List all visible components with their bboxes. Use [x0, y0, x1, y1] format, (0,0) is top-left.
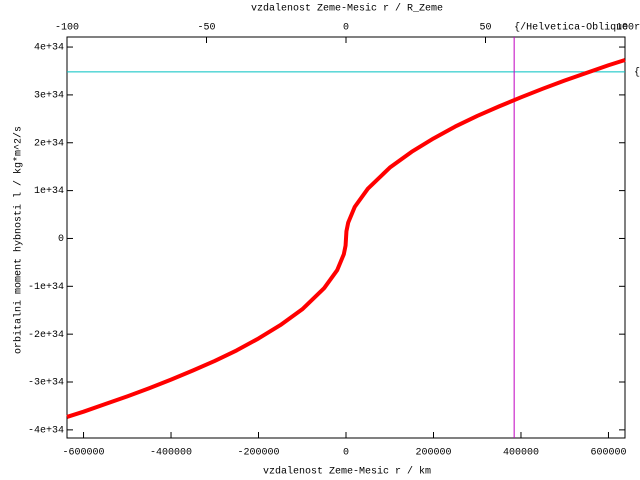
y-tick-label: -1e+34 [28, 282, 64, 293]
x2-tick-label: -100 [55, 23, 79, 34]
x2-axis-label: vzdalenost Zeme-Mesic r / R_Zeme [251, 3, 443, 15]
y-tick-label: -4e+34 [28, 426, 64, 437]
x-tick-label: -200000 [238, 448, 280, 459]
y-tick-label: 2e+34 [34, 138, 64, 149]
y-tick-label: 0 [58, 234, 64, 245]
x-tick-label: 400000 [503, 448, 539, 459]
x-tick-label: 600000 [590, 448, 626, 459]
y-axis-label: orbitalni moment hybnosti l / kg*m^2/s [13, 126, 25, 354]
y-tick-label: 3e+34 [34, 91, 64, 102]
y-tick-label: 4e+34 [34, 43, 64, 54]
curve [66, 58, 626, 419]
x2-tick-label: 50 [479, 23, 491, 34]
plot-frame [66, 36, 626, 439]
x-tick-label: -600000 [63, 448, 105, 459]
x-tick-label: 200000 [415, 448, 451, 459]
y-tick-label: -3e+34 [28, 378, 64, 389]
x-tick-label: -400000 [150, 448, 192, 459]
annotation: {/Helvetica-Oblique r} [514, 22, 640, 34]
x2-tick-label: -50 [197, 23, 215, 34]
x2-tick-label: 100 [616, 23, 634, 34]
y-tick-label: -2e+34 [28, 330, 64, 341]
x2-tick-label: 0 [343, 23, 349, 34]
y-tick-label: 1e+34 [34, 186, 64, 197]
x-tick-label: 0 [343, 448, 349, 459]
x-axis-label: vzdalenost Zeme-Mesic r / km [263, 466, 431, 478]
annotation: { [634, 67, 640, 79]
